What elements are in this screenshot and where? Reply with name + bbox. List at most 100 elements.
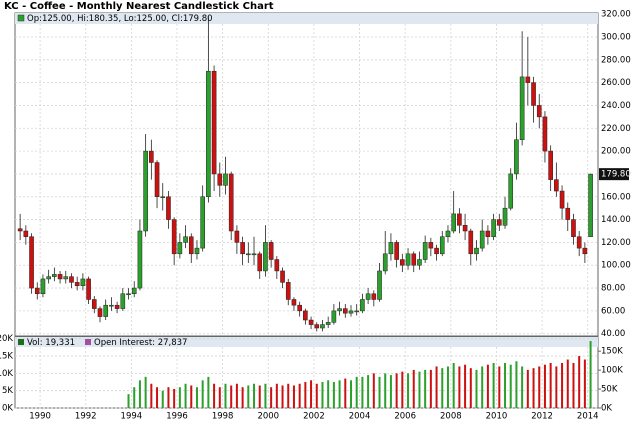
y-tick-label: 100.00 bbox=[601, 261, 631, 271]
candle-body bbox=[348, 310, 354, 314]
candle-body bbox=[439, 236, 445, 255]
candle-body bbox=[588, 173, 593, 237]
volume-bar bbox=[275, 383, 278, 408]
volume-bar bbox=[321, 382, 324, 408]
candle-body bbox=[103, 304, 109, 317]
candle-body bbox=[160, 196, 166, 199]
volume-bar bbox=[150, 383, 153, 408]
candle-body bbox=[559, 190, 565, 209]
volume-bar bbox=[190, 385, 193, 408]
candle-body bbox=[109, 304, 114, 307]
volume-bar bbox=[195, 387, 198, 408]
candle-body bbox=[143, 150, 148, 232]
volume-bar bbox=[566, 359, 569, 408]
candle-body bbox=[314, 324, 320, 329]
volume-bar bbox=[475, 369, 478, 408]
candle-body bbox=[166, 196, 171, 220]
y-tick-label: 40.00 bbox=[601, 329, 625, 339]
volume-bar bbox=[429, 369, 432, 408]
volume-bar bbox=[327, 380, 330, 408]
volume-bar bbox=[384, 373, 387, 408]
volume-bar bbox=[338, 380, 341, 408]
x-tick-label: 1992 bbox=[75, 412, 97, 422]
volume-bar bbox=[452, 362, 455, 408]
candle-body bbox=[428, 242, 434, 249]
x-tick-label: 2008 bbox=[440, 412, 462, 422]
volume-bar bbox=[138, 380, 141, 408]
candle-body bbox=[342, 308, 348, 314]
candle-body bbox=[97, 308, 103, 317]
volume-bar bbox=[498, 366, 501, 408]
candle-body bbox=[80, 278, 86, 287]
candle-body bbox=[137, 230, 143, 289]
last-price-box bbox=[599, 168, 629, 181]
x-tick-label: 2006 bbox=[394, 412, 416, 422]
last-price-label: 179.80 bbox=[601, 170, 631, 180]
volume-bar bbox=[561, 362, 564, 408]
volume-bar bbox=[543, 364, 546, 408]
volume-bar bbox=[458, 366, 461, 408]
volume-bar bbox=[332, 382, 335, 408]
candle-body bbox=[63, 276, 69, 280]
volume-legend: Vol: 19,331 bbox=[27, 338, 75, 348]
volume-bar bbox=[509, 364, 512, 408]
volume-bar bbox=[549, 362, 552, 408]
candle-body bbox=[52, 274, 57, 277]
volume-bar bbox=[464, 364, 467, 408]
chart-title: KC - Coffee - Monthly Nearest Candlestic… bbox=[4, 1, 274, 12]
candle-body bbox=[582, 247, 588, 255]
candle-body bbox=[571, 219, 576, 237]
volume-bar bbox=[424, 369, 427, 408]
price-panel bbox=[14, 12, 599, 337]
volume-bar bbox=[469, 368, 472, 408]
volume-bar bbox=[589, 341, 592, 408]
candle-body bbox=[525, 76, 531, 83]
volume-bar bbox=[395, 373, 398, 408]
candle-body bbox=[211, 70, 217, 175]
volume-legend-strip bbox=[15, 337, 598, 347]
volume-bar bbox=[532, 368, 535, 408]
candle-body bbox=[280, 270, 285, 283]
candle-body bbox=[91, 299, 97, 309]
oi-tick-label: 100K bbox=[601, 366, 623, 376]
candle-body bbox=[291, 299, 297, 306]
price-legend-strip bbox=[15, 13, 598, 24]
candle-body bbox=[200, 196, 205, 249]
candle-body bbox=[576, 236, 582, 249]
volume-bar bbox=[492, 362, 495, 408]
candle-body bbox=[177, 242, 183, 255]
candle-body bbox=[69, 276, 74, 283]
y-tick-label: 300.00 bbox=[601, 32, 631, 42]
candle-body bbox=[86, 278, 91, 300]
candle-body bbox=[400, 259, 405, 266]
y-tick-label: 240.00 bbox=[601, 101, 631, 111]
candle-body bbox=[565, 207, 571, 220]
x-tick-label: 2002 bbox=[303, 412, 325, 422]
volume-bar bbox=[247, 385, 250, 408]
volume-bar bbox=[486, 364, 489, 408]
candle-body bbox=[23, 230, 29, 237]
volume-bar bbox=[446, 366, 449, 408]
candle-body bbox=[422, 242, 428, 260]
volume-bar bbox=[315, 383, 318, 408]
y-tick-label: 320.00 bbox=[601, 10, 631, 20]
candle-body bbox=[360, 299, 365, 312]
y-tick-label: 220.00 bbox=[601, 124, 631, 134]
volume-bar bbox=[572, 362, 575, 408]
candle-body bbox=[325, 322, 331, 325]
candle-body bbox=[479, 230, 485, 249]
volume-bar bbox=[367, 375, 370, 408]
candle-body bbox=[485, 230, 491, 237]
volume-bar bbox=[521, 366, 524, 408]
candle-body bbox=[228, 173, 234, 232]
candle-body bbox=[303, 310, 308, 321]
volume-bar bbox=[213, 383, 216, 408]
candle-body bbox=[251, 253, 257, 256]
candle-body bbox=[514, 139, 519, 175]
legend-swatch bbox=[85, 339, 91, 345]
candle-body bbox=[34, 287, 40, 295]
candle-body bbox=[468, 230, 474, 255]
y-tick-label: 80.00 bbox=[601, 284, 625, 294]
volume-bar bbox=[578, 356, 581, 408]
volume-bar bbox=[418, 371, 421, 408]
